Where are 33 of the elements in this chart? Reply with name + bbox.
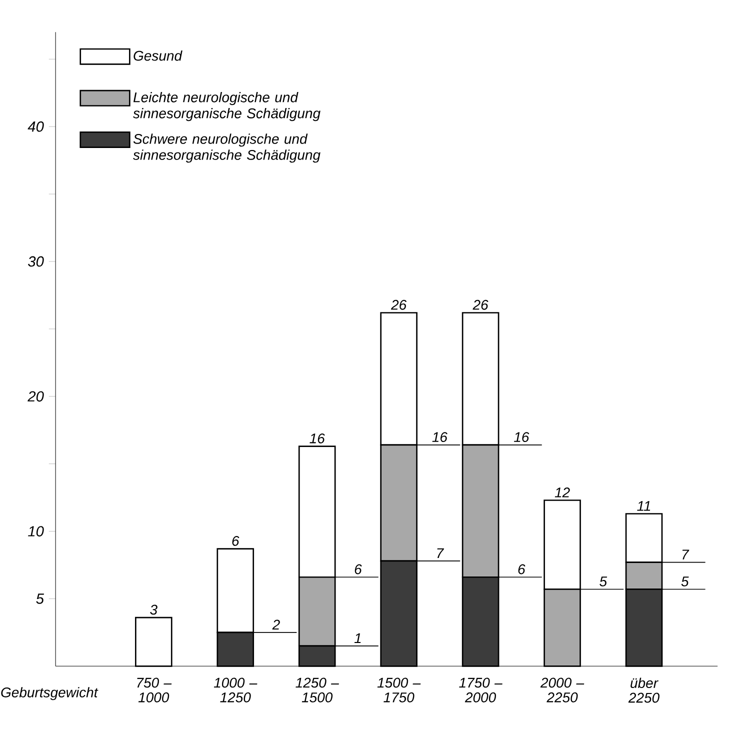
legend-label: Leichte neurologische und sinnesorganische Schädigung <box>133 92 320 122</box>
annotation: 5 <box>681 576 689 586</box>
annotation: 26 <box>472 300 488 310</box>
x-tick-label: 750 – 1000 <box>137 678 172 702</box>
x-tick-label: über 2250 <box>628 678 660 703</box>
annotation: 16 <box>310 433 325 444</box>
x-tick-label: 1250 – 1500 <box>296 678 339 702</box>
x-tick-label: 1500 – 1750 <box>377 678 421 702</box>
annotation: 6 <box>518 564 526 574</box>
y-tick-label: 40 <box>28 121 44 132</box>
x-tick-label: 2000 – 2250 <box>540 678 584 702</box>
legend-label: Schwere neurologische und sinnesorganische Schädigung <box>133 134 320 163</box>
annotation: 6 <box>354 564 362 574</box>
y-tick-label: 30 <box>28 256 44 267</box>
annotation: 6 <box>232 536 240 546</box>
y-tick-label: 20 <box>28 391 44 402</box>
annotation: 2 <box>272 620 280 630</box>
x-tick-label: 1750 – 2000 <box>459 678 502 702</box>
y-tick-label: 10 <box>28 526 44 536</box>
annotation: 11 <box>637 501 650 511</box>
annotation: 26 <box>390 300 407 310</box>
annotation: 7 <box>437 548 444 558</box>
annotation: 12 <box>554 488 570 498</box>
annotation: 5 <box>600 576 608 586</box>
x-tick-label: 1000 – 1250 <box>214 678 258 702</box>
annotation: 1 <box>354 633 361 643</box>
annotation: 16 <box>514 432 530 442</box>
x-axis-title: Geburtsgewicht <box>1 687 98 700</box>
legend-label: Gesund <box>134 50 182 61</box>
annotation: 3 <box>150 604 158 615</box>
annotation: 7 <box>682 550 690 560</box>
y-tick-label: 5 <box>36 594 44 604</box>
annotation: 16 <box>432 432 448 442</box>
